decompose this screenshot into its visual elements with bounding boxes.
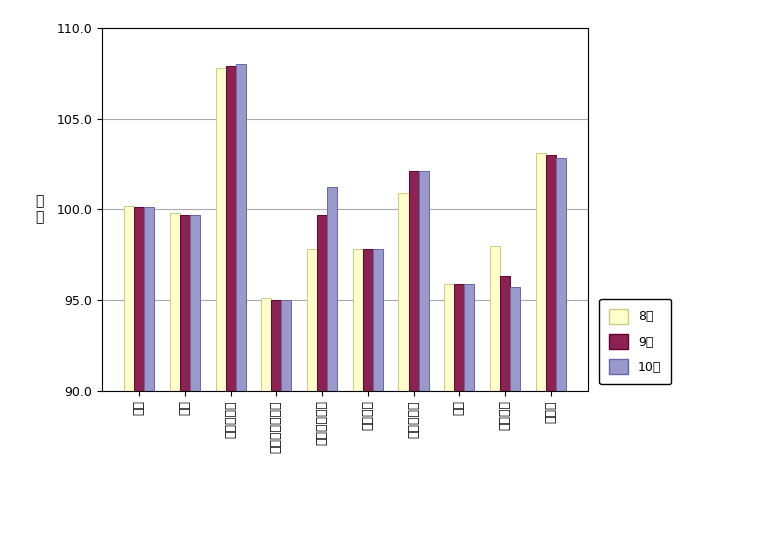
Bar <box>454 283 464 558</box>
Bar <box>170 213 180 558</box>
Bar <box>236 64 245 558</box>
Bar <box>216 68 226 558</box>
Bar <box>419 171 429 558</box>
Bar <box>124 205 134 558</box>
Bar <box>546 155 556 558</box>
Bar <box>535 153 546 558</box>
Bar <box>144 208 154 558</box>
Bar <box>510 287 520 558</box>
Legend: 8月, 9月, 10月: 8月, 9月, 10月 <box>599 299 671 384</box>
Bar <box>363 249 373 558</box>
Bar <box>281 300 292 558</box>
Bar <box>500 276 510 558</box>
Bar <box>398 193 408 558</box>
Bar <box>190 215 200 558</box>
Bar <box>445 283 454 558</box>
Y-axis label: 指
数: 指 数 <box>35 194 44 224</box>
Bar <box>327 187 337 558</box>
Bar <box>261 298 271 558</box>
Bar <box>353 249 363 558</box>
Bar <box>307 249 317 558</box>
Bar <box>490 246 500 558</box>
Bar <box>317 215 327 558</box>
Bar <box>464 283 474 558</box>
Bar <box>226 66 236 558</box>
Bar <box>271 300 281 558</box>
Bar <box>134 208 144 558</box>
Bar <box>180 215 190 558</box>
Bar <box>556 158 566 558</box>
Bar <box>408 171 419 558</box>
Bar <box>373 249 383 558</box>
